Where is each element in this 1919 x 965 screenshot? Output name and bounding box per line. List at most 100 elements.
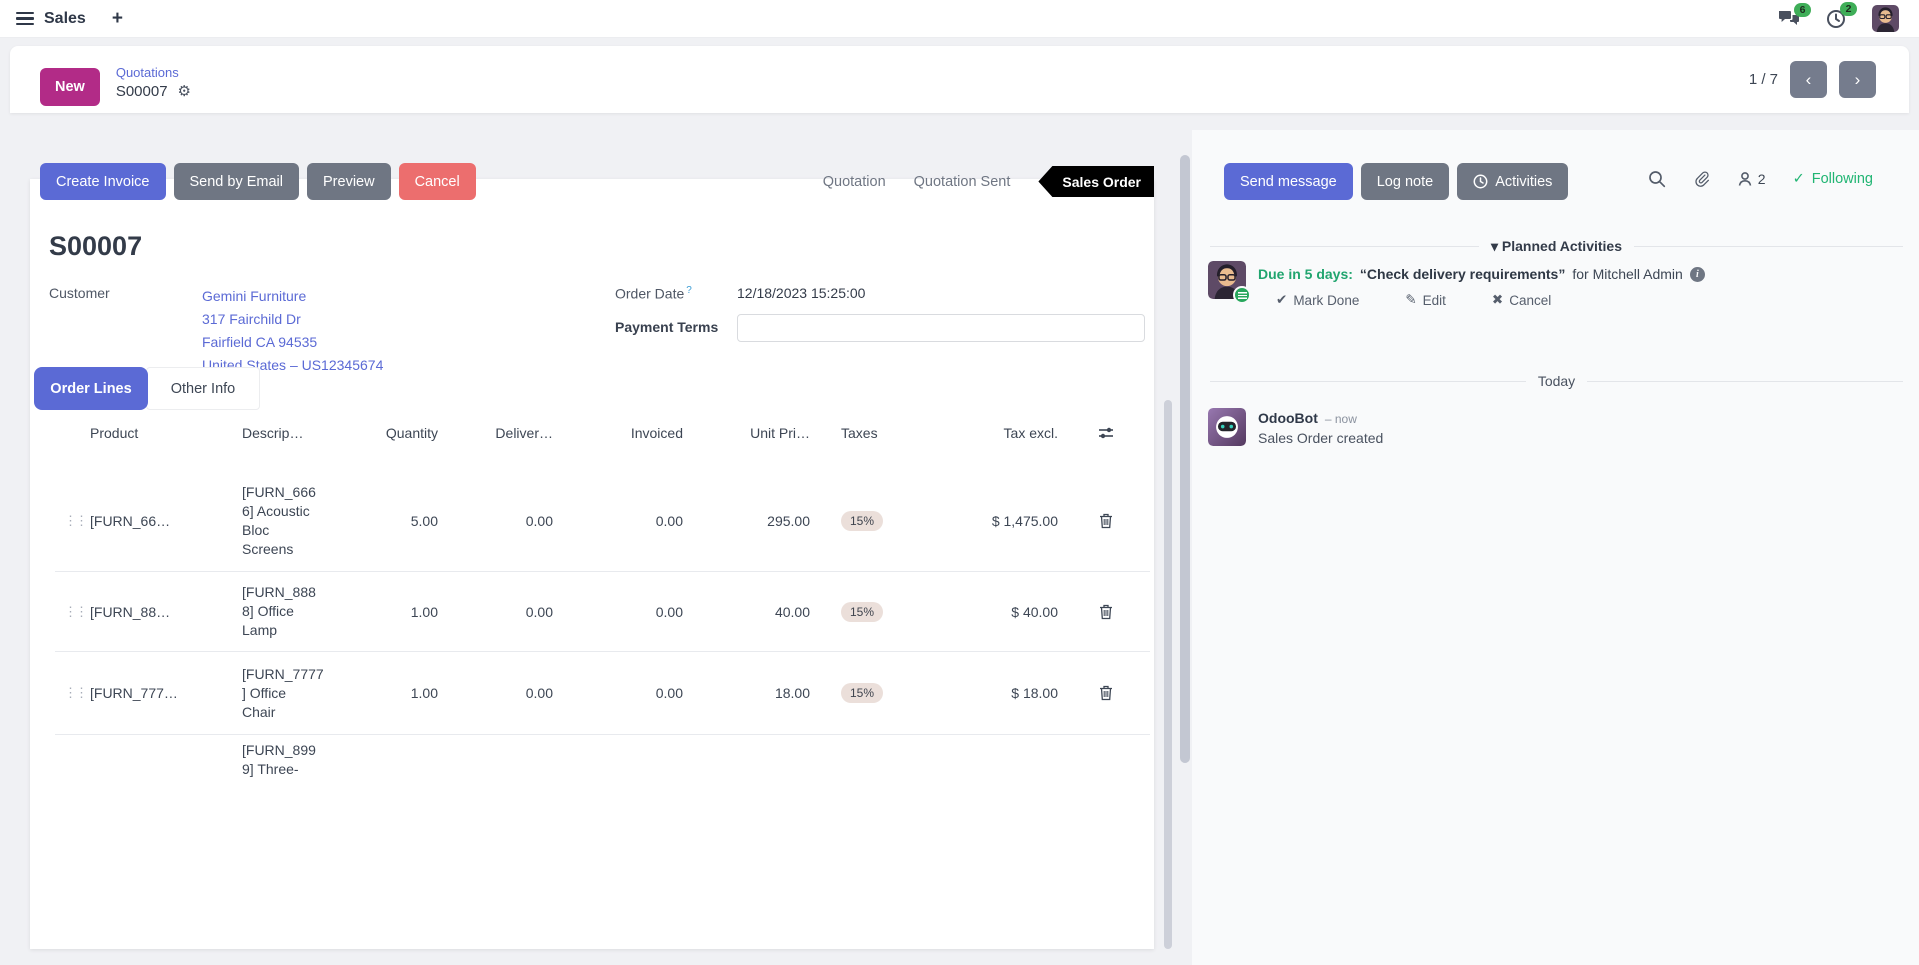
- drag-handle-icon[interactable]: ⋮⋮: [64, 685, 88, 700]
- table-row: ⋮⋮ [FURN_777… [FURN_7777 ] Office Chair …: [30, 652, 1154, 734]
- tab-order-lines[interactable]: Order Lines: [34, 367, 148, 410]
- row-separator: [55, 651, 1150, 652]
- new-button[interactable]: New: [40, 67, 100, 106]
- vertical-scrollbar[interactable]: [1180, 155, 1190, 763]
- pager-previous-button[interactable]: ‹: [1790, 61, 1827, 98]
- statusbar: Quotation Quotation Sent Sales Order: [823, 166, 1154, 197]
- order-date-label: Order Date?: [615, 285, 692, 302]
- customer-name-link[interactable]: Gemini Furniture: [202, 288, 307, 304]
- cancel-button[interactable]: Cancel: [398, 163, 476, 200]
- gear-icon[interactable]: ⚙: [177, 83, 191, 100]
- activity-assignee: for Mitchell Admin: [1572, 266, 1683, 282]
- preview-button[interactable]: Preview: [307, 163, 391, 200]
- planned-activities-divider: ▾ Planned Activities: [1210, 238, 1903, 255]
- order-lines-table: Product Descrip… Quantity Deliver… Invoi…: [30, 421, 1154, 797]
- tab-other-info[interactable]: Other Info: [146, 367, 260, 410]
- order-date-value[interactable]: 12/18/2023 15:25:00: [737, 285, 866, 301]
- drag-handle-icon[interactable]: ⋮⋮: [64, 513, 88, 528]
- today-label: Today: [1537, 373, 1576, 389]
- message-author[interactable]: OdooBot: [1258, 410, 1318, 426]
- invoiced-cell[interactable]: 0.00: [655, 513, 683, 529]
- product-cell[interactable]: [FURN_777…: [90, 685, 178, 701]
- unit-price-cell[interactable]: 295.00: [767, 513, 810, 529]
- column-invoiced: Invoiced: [630, 425, 683, 441]
- odoobot-avatar: [1208, 408, 1246, 446]
- quantity-cell[interactable]: 5.00: [410, 513, 438, 529]
- planned-activities-header[interactable]: ▾ Planned Activities: [1491, 238, 1622, 254]
- tax-badge[interactable]: 15%: [841, 601, 884, 622]
- customer-address-line2[interactable]: Fairfield CA 94535: [202, 334, 318, 350]
- user-avatar[interactable]: [1872, 5, 1899, 32]
- attachments-icon[interactable]: [1693, 170, 1710, 188]
- optional-columns-icon[interactable]: [1058, 426, 1154, 440]
- description-cell[interactable]: [FURN_666 6] Acoustic Bloc Screens: [242, 484, 316, 557]
- delete-row-icon[interactable]: [1058, 604, 1154, 620]
- x-icon: ✖: [1491, 292, 1504, 307]
- unit-price-cell[interactable]: 18.00: [774, 685, 810, 701]
- send-by-email-button[interactable]: Send by Email: [173, 163, 299, 200]
- tax-badge[interactable]: 15%: [841, 683, 884, 703]
- tax-badge[interactable]: 15%: [841, 511, 884, 531]
- activities-badge: 2: [1840, 1, 1857, 16]
- column-product: Product: [90, 425, 139, 441]
- invoiced-cell[interactable]: 0.00: [655, 603, 683, 620]
- pager-next-button[interactable]: ›: [1839, 61, 1876, 98]
- drag-handle-icon[interactable]: ⋮⋮: [64, 603, 88, 619]
- mark-done-button[interactable]: ✔ Mark Done: [1276, 292, 1360, 308]
- status-quotation[interactable]: Quotation: [822, 173, 886, 190]
- delivered-cell[interactable]: 0.00: [525, 513, 553, 529]
- activity-due: Due in 5 days:: [1258, 266, 1353, 282]
- column-quantity: Quantity: [385, 425, 438, 441]
- column-taxes: Taxes: [841, 425, 878, 441]
- delivered-cell[interactable]: 0.00: [525, 685, 553, 701]
- payment-terms-input[interactable]: [737, 314, 1145, 342]
- navbar-systray: 6 2: [1778, 1, 1899, 32]
- hamburger-menu-icon[interactable]: [16, 11, 34, 26]
- invoiced-cell[interactable]: 0.00: [655, 685, 683, 701]
- top-navbar: Sales + 6 2: [0, 0, 1919, 38]
- customer-value: Gemini Furniture 317 Fairchild Dr Fairfi…: [202, 285, 383, 377]
- description-cell[interactable]: [FURN_888 8] Office Lamp: [242, 584, 316, 638]
- following-button[interactable]: ✓ Following: [1792, 171, 1873, 187]
- cancel-activity-button[interactable]: ✖ Cancel: [1491, 292, 1552, 308]
- app-menu-sales[interactable]: Sales: [44, 9, 86, 27]
- table-row: ⋮⋮ [FURN_88… [FURN_888 8] Office Lamp 1.…: [30, 572, 1154, 651]
- activities-button[interactable]: Activities: [1457, 163, 1569, 200]
- edit-activity-button[interactable]: ✎ Edit: [1405, 292, 1446, 308]
- log-note-button[interactable]: Log note: [1360, 163, 1450, 200]
- activity-type-badge: [1233, 286, 1251, 304]
- message-body: Sales Order created: [1258, 430, 1384, 446]
- delete-row-icon[interactable]: [1058, 513, 1154, 529]
- activities-clock-icon[interactable]: 2: [1826, 1, 1857, 29]
- status-sales-order-active[interactable]: Sales Order: [1038, 166, 1154, 197]
- quantity-cell[interactable]: 1.00: [410, 603, 438, 620]
- description-cell[interactable]: [FURN_7777 ] Office Chair: [242, 665, 324, 720]
- search-messages-icon[interactable]: [1648, 170, 1666, 188]
- description-cell[interactable]: [FURN_899 9] Three-: [242, 742, 316, 777]
- product-cell[interactable]: [FURN_66…: [90, 513, 171, 529]
- customer-address-line1[interactable]: 317 Fairchild Dr: [202, 311, 301, 327]
- row-separator: [55, 734, 1150, 735]
- quantity-cell[interactable]: 1.00: [410, 685, 438, 701]
- activity-actions: ✔ Mark Done ✎ Edit ✖ Cancel: [1276, 292, 1551, 308]
- activity-summary-line: Due in 5 days: “Check delivery requireme…: [1258, 266, 1705, 282]
- info-icon[interactable]: i: [1689, 266, 1705, 282]
- chatter-actions: Send message Log note Activities: [1224, 163, 1569, 200]
- followers-button[interactable]: 2: [1737, 171, 1766, 187]
- unit-price-cell[interactable]: 40.00: [774, 603, 810, 620]
- pencil-icon: ✎: [1405, 292, 1417, 307]
- status-quotation-sent[interactable]: Quotation Sent: [913, 173, 1011, 190]
- delivered-cell[interactable]: 0.00: [525, 603, 553, 620]
- new-tab-button[interactable]: +: [111, 8, 123, 29]
- table-vertical-scrollbar[interactable]: [1164, 400, 1172, 949]
- send-message-button[interactable]: Send message: [1224, 163, 1353, 200]
- create-invoice-button[interactable]: Create Invoice: [40, 163, 166, 200]
- column-unit-price: Unit Pri…: [750, 425, 810, 441]
- product-cell[interactable]: [FURN_88…: [90, 603, 171, 620]
- message-timestamp: – now: [1324, 412, 1357, 426]
- messages-icon[interactable]: 6: [1778, 2, 1811, 28]
- messages-badge: 6: [1794, 2, 1811, 17]
- breadcrumb-quotations-link[interactable]: Quotations: [115, 65, 179, 80]
- pager-value: 1 / 7: [1748, 71, 1778, 88]
- delete-row-icon[interactable]: [1058, 685, 1154, 701]
